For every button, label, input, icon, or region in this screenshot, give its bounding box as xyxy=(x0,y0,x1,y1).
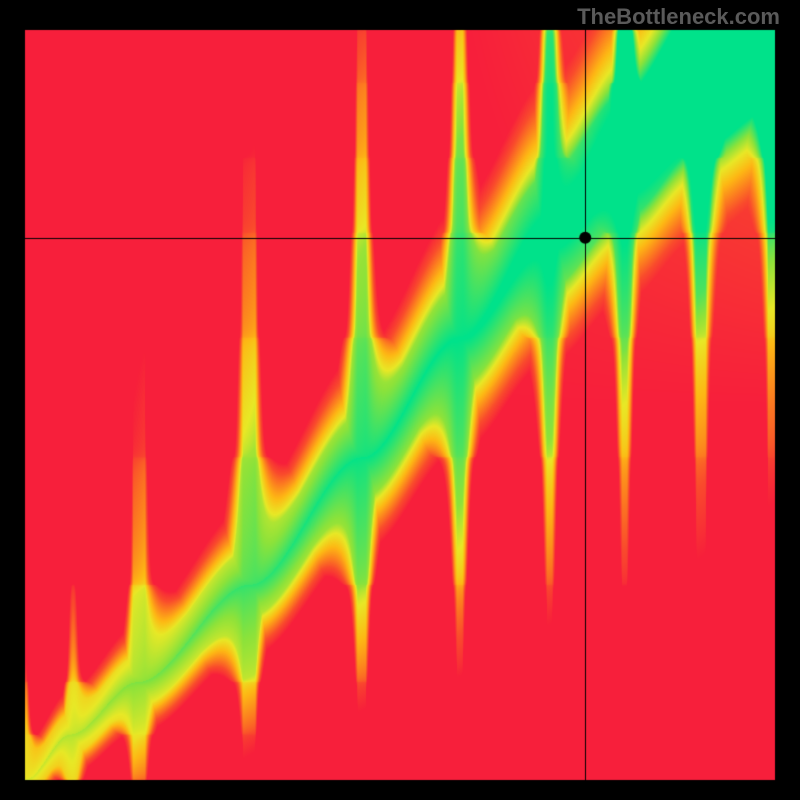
watermark-text: TheBottleneck.com xyxy=(577,4,780,30)
bottleneck-heatmap xyxy=(0,0,800,800)
